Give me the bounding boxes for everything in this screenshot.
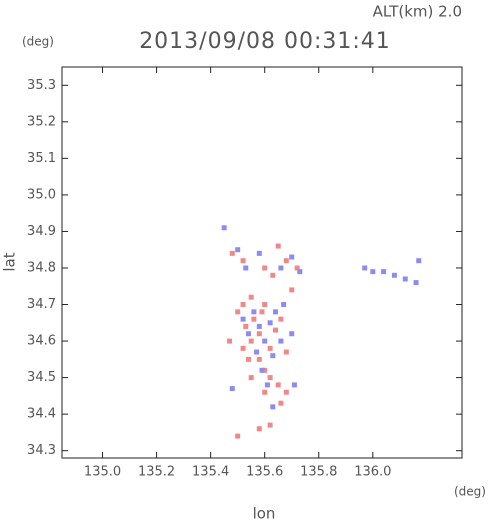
data-point [240,345,246,351]
chart-title: 2013/09/08 00:31:41 [139,29,391,54]
data-point [243,323,249,329]
x-unit: (deg) [454,485,486,499]
data-point [259,309,265,315]
data-point [273,309,279,315]
data-point [262,367,268,373]
data-point [235,433,241,439]
data-point [235,247,241,253]
data-point [270,272,276,278]
data-point [391,272,397,278]
data-point [413,280,419,286]
data-point [240,316,246,322]
data-point [289,331,295,337]
x-tick-label: 135.6 [246,465,283,480]
data-point [248,375,254,381]
data-point [283,349,289,355]
data-point [240,302,246,308]
data-point [243,265,249,271]
data-point [245,331,251,337]
data-point [251,316,257,322]
data-point [275,243,281,249]
y-unit: (deg) [22,35,54,49]
data-point [245,356,251,362]
data-point [248,338,254,344]
data-point [289,254,295,260]
data-point [278,316,284,322]
data-point [256,323,262,329]
data-point [256,250,262,256]
data-point [283,258,289,264]
data-point [259,367,265,373]
subtitle: ALT(km) 2.0 [373,3,462,21]
data-point [251,309,257,315]
y-tick-label: 34.5 [27,370,56,385]
data-point [227,338,233,344]
y-tick-label: 34.8 [27,260,56,275]
data-point [294,265,300,271]
data-point [416,258,422,264]
data-point [278,338,284,344]
data-point [278,265,284,271]
data-point [362,265,368,271]
data-point [281,302,287,308]
y-tick-label: 34.9 [27,224,56,239]
data-point [235,309,241,315]
data-point [256,356,262,362]
x-axis-label: lon [253,505,276,521]
y-tick-label: 35.2 [27,114,56,129]
data-point [254,349,260,355]
data-point [267,320,273,326]
y-tick-label: 34.7 [27,297,56,312]
data-point [291,382,297,388]
y-axis-label: lat [1,252,19,271]
data-point [289,287,295,293]
data-point [264,382,270,388]
y-tick-label: 34.3 [27,443,56,458]
data-point [256,426,262,432]
data-point [221,225,227,231]
y-tick-label: 35.0 [27,187,56,202]
data-point [270,353,276,359]
data-point [267,375,273,381]
data-point [229,250,235,256]
y-tick-label: 34.6 [27,334,56,349]
data-point [273,327,279,333]
x-tick-label: 135.8 [300,465,337,480]
plot-frame [61,66,463,459]
x-tick-label: 135.2 [138,465,175,480]
data-point [248,294,254,300]
x-tick-label: 136.0 [354,465,391,480]
data-point [270,404,276,410]
data-point [278,400,284,406]
data-point [262,338,268,344]
data-point [240,258,246,264]
data-point [275,382,281,388]
data-point [229,386,235,392]
data-point [381,269,387,275]
data-point [370,269,376,275]
y-tick-label: 35.1 [27,151,56,166]
data-point [262,302,268,308]
x-tick-label: 135.4 [192,465,229,480]
y-tick-label: 34.4 [27,407,56,422]
data-point [402,276,408,282]
data-point [267,422,273,428]
y-tick-label: 35.3 [27,78,56,93]
x-tick-label: 135.0 [84,465,121,480]
data-point [262,389,268,395]
data-point [256,331,262,337]
data-point [262,265,268,271]
data-point [297,269,303,275]
data-point [283,389,289,395]
data-point [267,345,273,351]
